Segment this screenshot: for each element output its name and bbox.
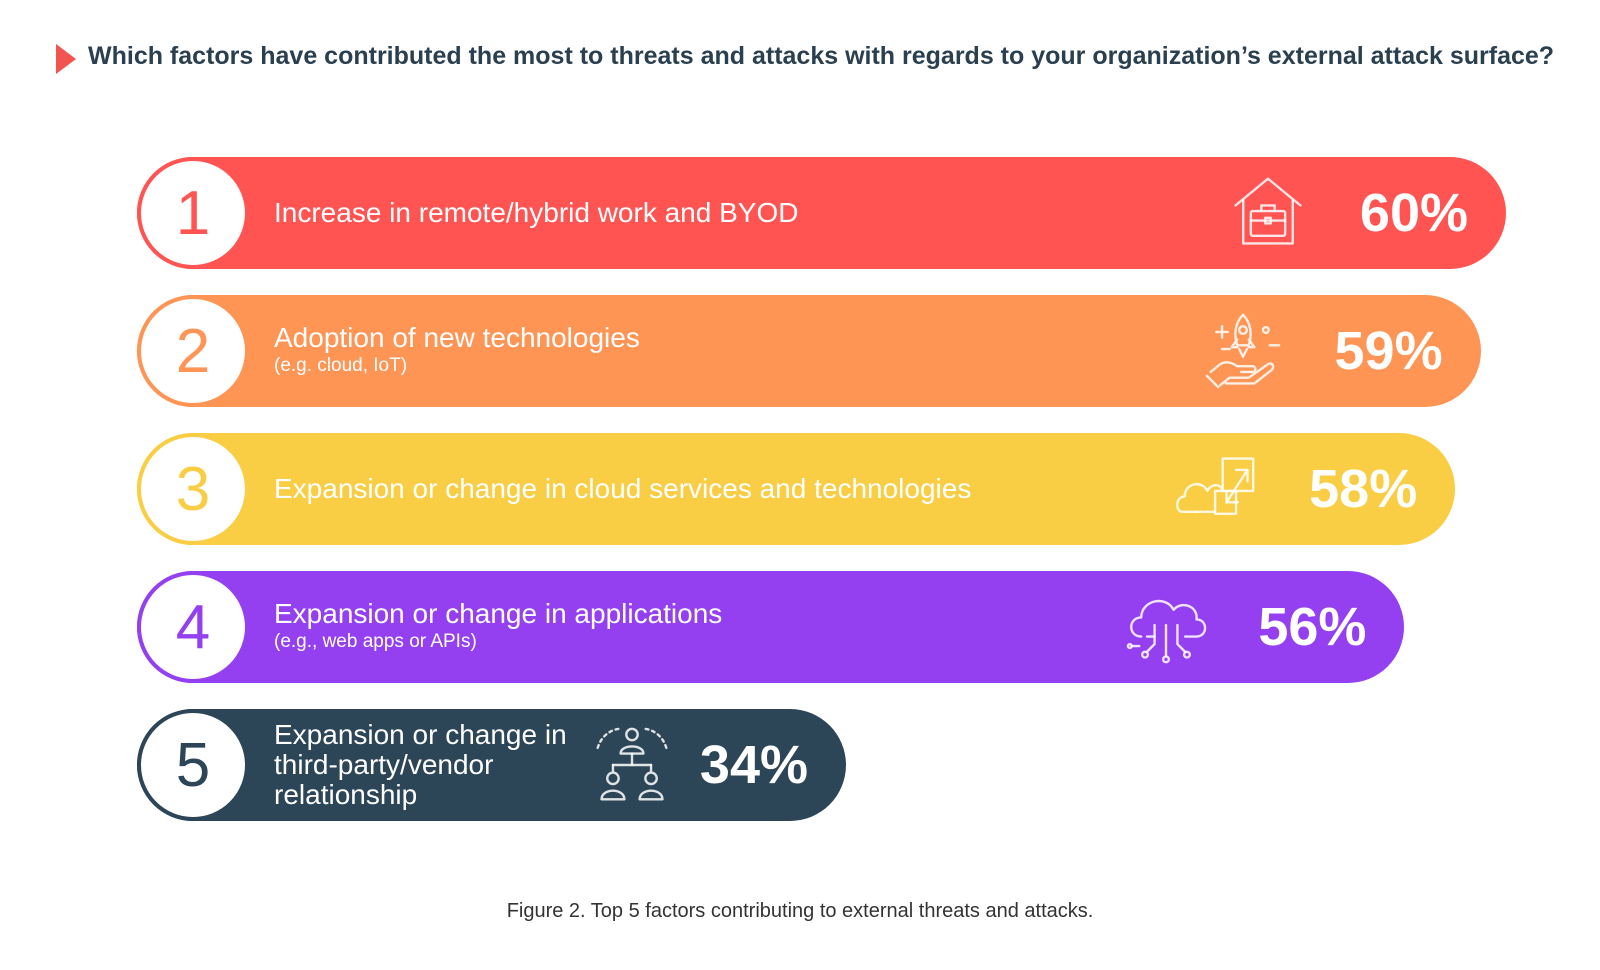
triangle-marker-icon <box>56 44 76 74</box>
value-label: 60% <box>1359 183 1468 243</box>
rank-circle: 4 <box>137 571 249 683</box>
rank-circle: 2 <box>137 295 249 407</box>
bar-label: Adoption of new technologies (e.g. cloud,… <box>274 295 640 407</box>
question-text: Which factors have contributed the most … <box>88 42 1555 70</box>
bar-label: Expansion or change in applications (e.g.… <box>274 571 722 683</box>
bar-label-sub: (e.g., web apps or APIs) <box>274 631 477 652</box>
value-label: 59% <box>1334 321 1443 381</box>
value-label: 58% <box>1309 459 1418 519</box>
figure-caption: Figure 2. Top 5 factors contributing to … <box>506 900 1094 922</box>
vendor-network-icon <box>596 727 668 801</box>
bar-label-main: Expansion or change in applications <box>274 598 723 629</box>
rank-circle: 3 <box>137 433 249 545</box>
bar-4: 4 Expansion or change in applications (e.g… <box>137 571 1405 683</box>
home-briefcase-icon <box>1234 177 1302 245</box>
question-header: Which factors have contributed the most … <box>56 40 1556 74</box>
bar-2: 2 Adoption of new technologies (e.g. cloud… <box>137 295 1481 407</box>
bar-1: 1 Increase in remote/hybrid work and BYOD… <box>137 157 1506 269</box>
value-label: 34% <box>699 735 808 795</box>
bar-5: 5 Expansion or change in third-party/vend… <box>137 709 846 821</box>
cloud-expand-icon <box>1176 457 1255 515</box>
bar-label: Expansion or change in third-party/vendo… <box>274 709 574 821</box>
bar-label-sub: (e.g. cloud, IoT) <box>274 355 408 376</box>
bar-label: Increase in remote/hybrid work and BYOD <box>274 157 798 269</box>
rank-circle: 1 <box>137 157 249 269</box>
bar-label: Expansion or change in cloud services an… <box>274 433 971 545</box>
cloud-network-icon <box>1127 599 1207 664</box>
rocket-hand-icon <box>1205 313 1280 389</box>
rank-circle: 5 <box>137 709 249 821</box>
bar-label-main: Adoption of new technologies <box>274 322 640 353</box>
bar-label-main: Expansion or change in third-party/vendo… <box>274 719 567 810</box>
bar-label-main: Expansion or change in cloud services an… <box>274 473 972 504</box>
bar-label-main: Increase in remote/hybrid work and BYOD <box>274 197 799 228</box>
value-label: 56% <box>1258 597 1367 657</box>
bar-3: 3 Expansion or change in cloud services a… <box>137 433 1456 545</box>
